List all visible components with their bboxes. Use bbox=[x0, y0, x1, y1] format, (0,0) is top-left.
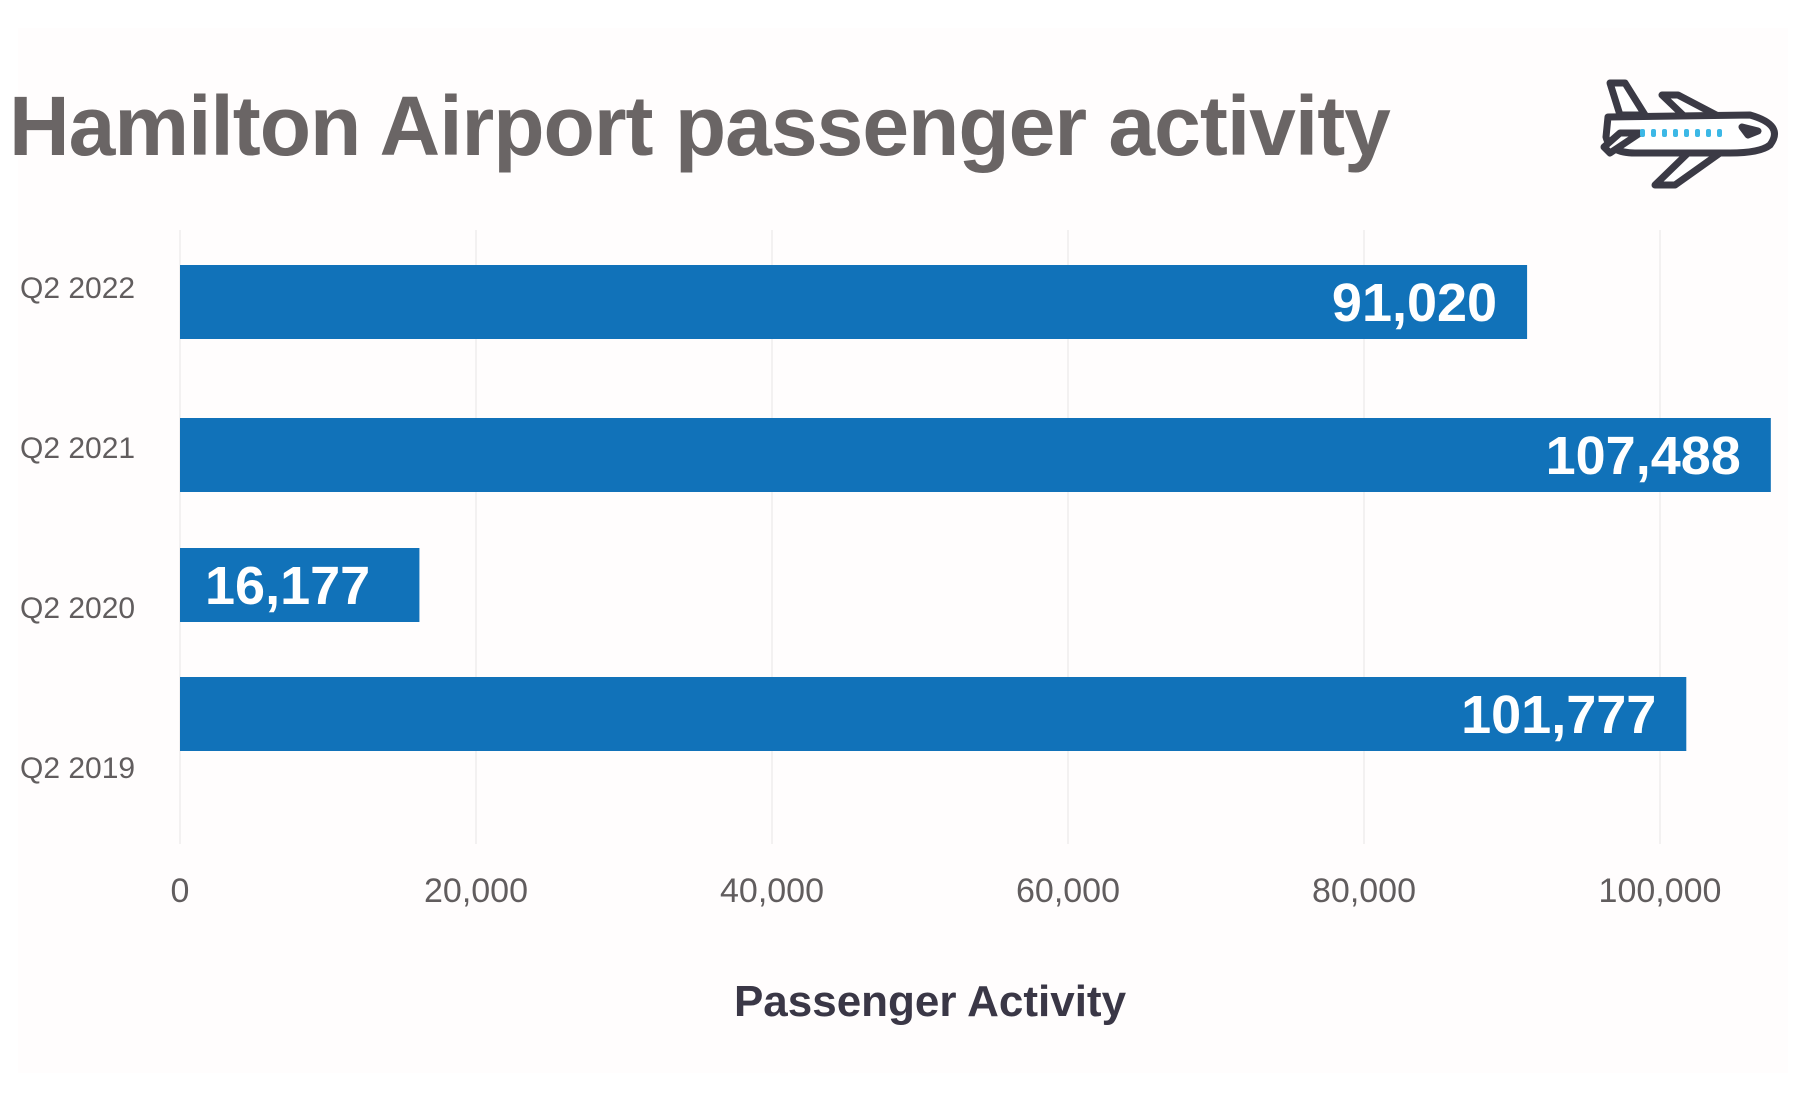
x-tick-label: 20,000 bbox=[424, 872, 528, 910]
category-label: Q2 2021 bbox=[20, 432, 135, 465]
bar-value-label: 16,177 bbox=[205, 556, 370, 616]
bar-value-label: 101,777 bbox=[1461, 685, 1656, 745]
bar bbox=[180, 677, 1687, 751]
x-tick-label: 0 bbox=[171, 872, 190, 910]
category-label: Q2 2019 bbox=[20, 752, 135, 785]
airplane-icon bbox=[1600, 79, 1778, 189]
x-tick-label: 60,000 bbox=[1016, 872, 1120, 910]
bar bbox=[180, 265, 1528, 339]
x-tick-label: 80,000 bbox=[1312, 872, 1416, 910]
chart-title: Hamilton Airport passenger activity bbox=[9, 79, 1391, 173]
category-label: Q2 2022 bbox=[20, 272, 135, 305]
x-tick-label: 100,000 bbox=[1599, 872, 1722, 910]
window-dots bbox=[1640, 129, 1722, 137]
bar-value-label: 91,020 bbox=[1332, 273, 1497, 333]
x-tick-label: 40,000 bbox=[720, 872, 824, 910]
x-axis-title: Passenger Activity bbox=[734, 977, 1127, 1026]
bar bbox=[180, 548, 420, 622]
bar bbox=[180, 418, 1771, 492]
category-label: Q2 2020 bbox=[20, 592, 135, 625]
bar-value-label: 107,488 bbox=[1546, 426, 1741, 486]
